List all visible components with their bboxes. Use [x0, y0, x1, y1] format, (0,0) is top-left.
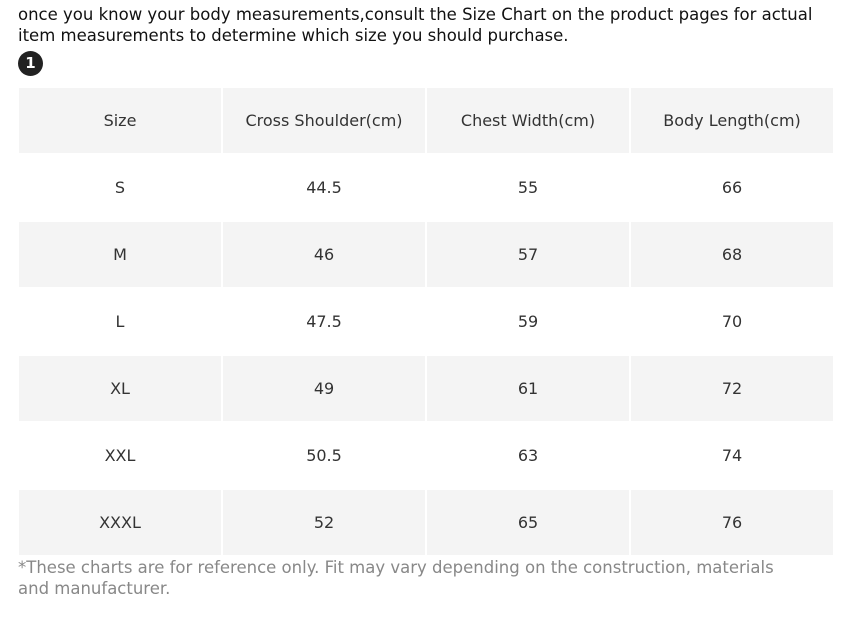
size-cell: XXXL: [19, 490, 221, 555]
chest-width-cell: 55: [427, 155, 629, 220]
cross-shoulder-cell: 52: [223, 490, 425, 555]
table-row: L 47.5 59 70: [19, 289, 833, 354]
body-length-cell: 74: [631, 423, 833, 488]
size-cell: S: [19, 155, 221, 220]
column-header-chest-width: Chest Width(cm): [427, 88, 629, 153]
body-length-cell: 76: [631, 490, 833, 555]
cross-shoulder-cell: 47.5: [223, 289, 425, 354]
table-header-row: Size Cross Shoulder(cm) Chest Width(cm) …: [19, 88, 833, 153]
cross-shoulder-cell: 46: [223, 222, 425, 287]
body-length-cell: 70: [631, 289, 833, 354]
intro-text: once you know your body measurements,con…: [18, 5, 813, 45]
body-length-cell: 68: [631, 222, 833, 287]
size-cell: M: [19, 222, 221, 287]
chest-width-cell: 63: [427, 423, 629, 488]
column-header-cross-shoulder: Cross Shoulder(cm): [223, 88, 425, 153]
body-length-cell: 72: [631, 356, 833, 421]
size-chart-table: Size Cross Shoulder(cm) Chest Width(cm) …: [17, 86, 835, 557]
table-row: M 46 57 68: [19, 222, 833, 287]
disclaimer-footnote: *These charts are for reference only. Fi…: [18, 558, 774, 598]
table-row: XXL 50.5 63 74: [19, 423, 833, 488]
size-cell: XXL: [19, 423, 221, 488]
size-cell: XL: [19, 356, 221, 421]
cross-shoulder-cell: 44.5: [223, 155, 425, 220]
body-length-cell: 66: [631, 155, 833, 220]
table-row: XL 49 61 72: [19, 356, 833, 421]
cross-shoulder-cell: 50.5: [223, 423, 425, 488]
cross-shoulder-cell: 49: [223, 356, 425, 421]
column-header-size: Size: [19, 88, 221, 153]
chest-width-cell: 57: [427, 222, 629, 287]
column-header-body-length: Body Length(cm): [631, 88, 833, 153]
table-row: S 44.5 55 66: [19, 155, 833, 220]
table-row: XXXL 52 65 76: [19, 490, 833, 555]
size-cell: L: [19, 289, 221, 354]
chest-width-cell: 65: [427, 490, 629, 555]
chest-width-cell: 61: [427, 356, 629, 421]
step-number-badge: 1: [18, 51, 43, 76]
chest-width-cell: 59: [427, 289, 629, 354]
